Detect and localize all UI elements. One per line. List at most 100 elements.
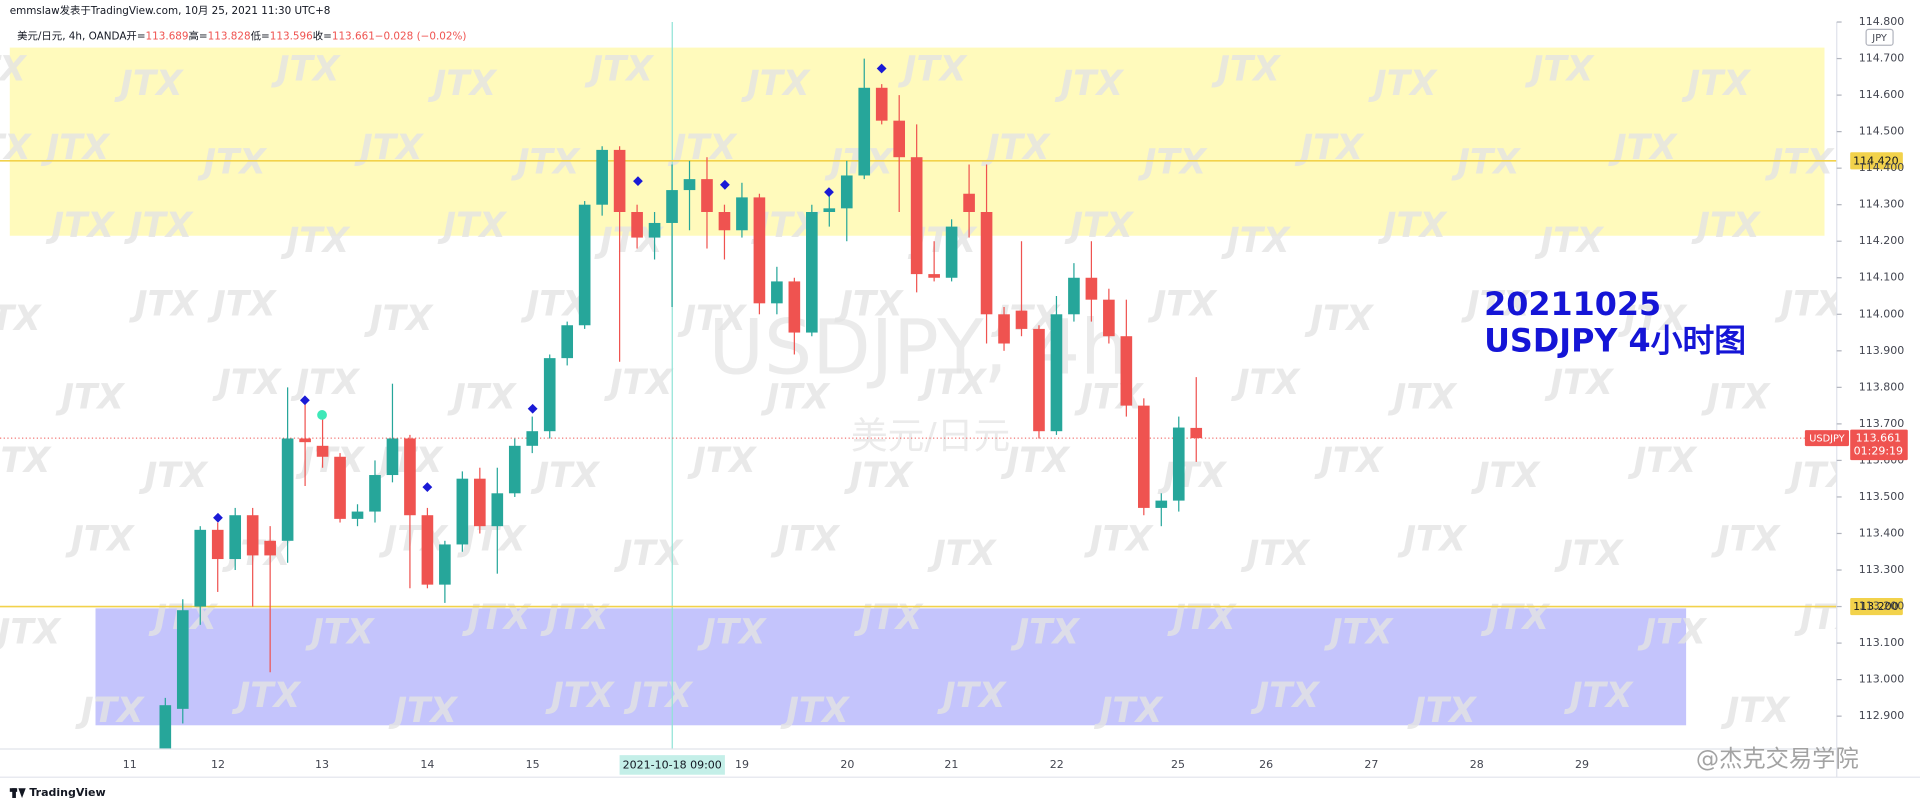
annotation: 20211025 bbox=[1484, 285, 1661, 323]
candle-body bbox=[718, 211, 731, 231]
x-tick-label: 21 bbox=[944, 758, 958, 771]
candle-body bbox=[1138, 405, 1150, 508]
countdown: 01:29:19 bbox=[1854, 445, 1903, 458]
logo-watermark: JTX bbox=[1544, 363, 1614, 403]
candle-body bbox=[823, 208, 836, 212]
logo-watermark: JTX bbox=[41, 128, 111, 168]
y-tick-label: 114.300 bbox=[1859, 198, 1905, 211]
currency: JPY bbox=[1871, 33, 1887, 44]
candle-body bbox=[1155, 500, 1168, 508]
logo-watermark: JTX bbox=[614, 534, 684, 574]
signal-diamond bbox=[527, 403, 538, 414]
logo-watermark: JTX bbox=[1324, 612, 1394, 652]
watermark-sub: 美元/日元 bbox=[851, 415, 1010, 458]
logo-watermark: JTX bbox=[271, 49, 341, 89]
logo-watermark: JTX bbox=[937, 676, 1007, 716]
candle-body bbox=[1190, 427, 1203, 439]
y-tick-label: 114.100 bbox=[1859, 271, 1905, 284]
signal-diamond bbox=[213, 512, 223, 523]
logo-watermark: JTX bbox=[1397, 519, 1467, 559]
legend-field-value: 113.661 bbox=[332, 31, 375, 43]
y-tick-label: 112.900 bbox=[1859, 709, 1905, 722]
logo-watermark: JTX bbox=[281, 221, 351, 261]
candle-body bbox=[316, 445, 329, 457]
plot-area: USDJPY, 4h美元/日元JTXJTXJTXJTXJTXJTXJTXJTXJ… bbox=[0, 22, 1837, 809]
candle-body bbox=[788, 281, 801, 333]
x-tick-label: 14 bbox=[420, 758, 434, 771]
x-tick-label: 22 bbox=[1050, 758, 1064, 771]
currency-box bbox=[1865, 28, 1894, 46]
logo-watermark: JTX bbox=[290, 363, 360, 403]
logo-watermark: JTX bbox=[1177, 769, 1247, 809]
candle-body bbox=[194, 529, 207, 607]
logo-watermark: JTX bbox=[1074, 377, 1144, 417]
logo-part bbox=[18, 788, 26, 798]
logo-watermark: JTX bbox=[1490, 769, 1560, 809]
logo-watermark: JTX bbox=[75, 691, 145, 731]
logo-watermark: JTX bbox=[1407, 691, 1477, 731]
logo-watermark: JTX bbox=[1608, 128, 1678, 168]
logo-watermark: JTX bbox=[1618, 299, 1688, 339]
candle-body bbox=[1068, 277, 1080, 315]
credit: @杰克交易学院 bbox=[1696, 746, 1859, 773]
candle-body bbox=[613, 149, 626, 212]
logo-watermark: JTX bbox=[295, 441, 365, 481]
logo-watermark: JTX bbox=[1138, 143, 1208, 183]
symbol-label: USDJPY bbox=[1809, 434, 1844, 445]
logo-watermark: JTX bbox=[1147, 284, 1217, 324]
logo-watermark: JTX bbox=[462, 598, 532, 638]
logo-watermark: JTX bbox=[1167, 598, 1237, 638]
logo-watermark: JTX bbox=[0, 49, 27, 89]
candle-body bbox=[176, 610, 189, 709]
logo-watermark: JTX bbox=[447, 377, 517, 417]
logo-watermark: JTX bbox=[604, 363, 674, 403]
logo-watermark: JTX bbox=[129, 284, 199, 324]
crosshair-label: 2021-10-18 09:00 bbox=[623, 759, 722, 772]
x-tick-label: 20 bbox=[840, 758, 854, 771]
logo-watermark: JTX bbox=[437, 206, 507, 246]
y-tick-label: 113.400 bbox=[1859, 526, 1905, 539]
footer: TradingView bbox=[29, 786, 105, 799]
last-price-bg bbox=[1850, 429, 1908, 461]
logo-watermark: JTX bbox=[667, 128, 737, 168]
logo-watermark: JTX bbox=[1681, 64, 1751, 104]
y-tick-label: 114.200 bbox=[1859, 234, 1905, 247]
logo-watermark: JTX bbox=[1304, 299, 1374, 339]
candle-body bbox=[299, 438, 311, 443]
logo-watermark: JTX bbox=[364, 299, 434, 339]
logo-watermark: JTX bbox=[741, 64, 811, 104]
logo-watermark: JTX bbox=[981, 128, 1051, 168]
candle-body bbox=[334, 456, 346, 519]
logo-watermark: JTX bbox=[1211, 49, 1281, 89]
y-tick-label: 114.800 bbox=[1859, 15, 1905, 28]
candle-body bbox=[561, 325, 574, 359]
logo-watermark: JTX bbox=[1054, 64, 1124, 104]
level-label-bg bbox=[1850, 597, 1903, 616]
logo-watermark: JTX bbox=[305, 612, 375, 652]
legend-field-value: 113.828 bbox=[208, 31, 251, 43]
legend: 美元/日元, 4h, OANDA开=113.689高=113.828低=113.… bbox=[17, 30, 466, 43]
logo-watermark: JTX bbox=[761, 377, 831, 417]
logo-watermark: JTX bbox=[530, 456, 600, 496]
logo-watermark: JTX bbox=[354, 128, 424, 168]
y-tick-label: 113.000 bbox=[1859, 673, 1905, 686]
candle-body bbox=[1015, 310, 1028, 329]
logo-watermark: JTX bbox=[1554, 534, 1624, 574]
logo-watermark: JTX bbox=[1094, 691, 1164, 731]
candle-body bbox=[351, 511, 364, 519]
x-tick-label: 19 bbox=[735, 758, 749, 771]
candle-body bbox=[526, 431, 539, 446]
logo-watermark: JTX bbox=[197, 143, 267, 183]
candle-body bbox=[1033, 328, 1045, 432]
logo-watermark: JTX bbox=[158, 769, 228, 809]
candle-body bbox=[474, 478, 486, 527]
y-tick-label: 113.900 bbox=[1859, 344, 1905, 357]
logo-watermark: JTX bbox=[1250, 676, 1320, 716]
logo-watermark: JTX bbox=[1378, 206, 1448, 246]
logo-watermark: JTX bbox=[378, 519, 448, 559]
candle-body bbox=[456, 478, 469, 545]
logo-watermark: JTX bbox=[45, 206, 115, 246]
logo-watermark: JTX bbox=[697, 612, 767, 652]
